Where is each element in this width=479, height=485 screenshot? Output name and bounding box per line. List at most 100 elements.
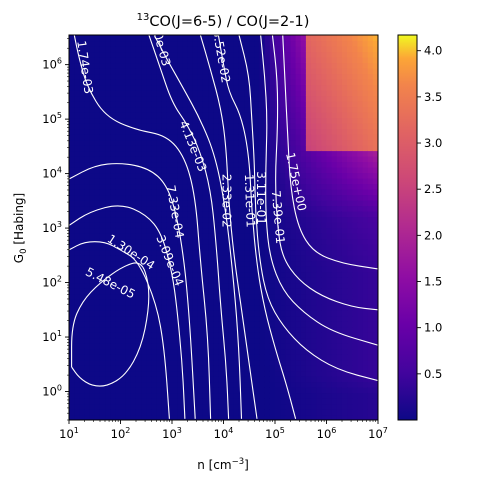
heatmap-cell <box>321 62 328 69</box>
heatmap-cell <box>347 216 353 223</box>
heatmap-cell <box>166 62 173 69</box>
heatmap-cell <box>341 387 348 394</box>
heatmap-cell <box>166 183 173 190</box>
heatmap-cell <box>372 106 378 113</box>
heatmap-cell <box>120 222 127 229</box>
heatmap-cell <box>331 238 338 245</box>
heatmap-cell <box>156 398 163 405</box>
heatmap-cell <box>264 101 271 108</box>
heatmap-cell <box>130 354 137 361</box>
heatmap-cell <box>156 123 163 130</box>
heatmap-cell <box>172 332 178 339</box>
heatmap-cell <box>79 321 86 328</box>
heatmap-cell <box>259 112 266 119</box>
heatmap-cell <box>105 398 111 405</box>
heatmap-cell <box>316 398 322 405</box>
heatmap-cell <box>357 189 364 196</box>
heatmap-cell <box>228 304 235 311</box>
heatmap-cell <box>316 365 322 372</box>
heatmap-cell <box>166 266 173 273</box>
heatmap-cell <box>197 277 204 284</box>
heatmap-cell <box>233 117 240 124</box>
heatmap-cell <box>347 343 353 350</box>
contour-label: 3.11e-01 <box>254 171 268 225</box>
heatmap-cell <box>79 403 86 410</box>
heatmap-cell <box>331 117 338 124</box>
y-label-post: [Habing] <box>12 193 26 249</box>
heatmap-cell <box>316 288 322 295</box>
heatmap-cell <box>326 101 333 108</box>
heatmap-cell <box>326 211 333 218</box>
heatmap-cell <box>280 304 286 311</box>
heatmap-cell <box>341 271 348 278</box>
heatmap-cell <box>192 128 199 135</box>
heatmap-cell <box>331 139 338 146</box>
heatmap-cell <box>305 310 312 317</box>
heatmap-cell <box>192 57 199 64</box>
heatmap-cell <box>254 398 261 405</box>
heatmap-cell <box>223 35 230 42</box>
heatmap-cell <box>249 414 255 420</box>
heatmap-cell <box>285 227 292 234</box>
heatmap-cell <box>218 211 225 218</box>
heatmap-cell <box>372 40 378 47</box>
heatmap-cell <box>197 57 204 64</box>
heatmap-cell <box>326 365 333 372</box>
heatmap-cell <box>300 227 307 234</box>
heatmap-cell <box>285 381 292 388</box>
heatmap-cell <box>202 288 209 295</box>
heatmap-cell <box>125 84 132 91</box>
heatmap-cell <box>79 244 86 251</box>
heatmap-cell <box>290 277 297 284</box>
heatmap-cell <box>228 40 235 47</box>
heatmap-cell <box>326 310 333 317</box>
heatmap-cell <box>275 409 281 416</box>
heatmap-cell <box>89 150 96 157</box>
heatmap-cell <box>336 354 343 361</box>
heatmap-cell <box>300 222 307 229</box>
heatmap-cell <box>156 46 163 53</box>
heatmap-cell <box>110 249 116 256</box>
heatmap-cell <box>254 216 261 223</box>
heatmap-cell <box>156 381 163 388</box>
heatmap-cell <box>311 40 317 47</box>
heatmap-cell <box>202 123 209 130</box>
heatmap-cell <box>280 387 286 394</box>
heatmap-cell <box>336 376 343 383</box>
heatmap-cell <box>228 216 235 223</box>
heatmap-cell <box>362 156 369 163</box>
heatmap-cell <box>218 95 225 102</box>
heatmap-cell <box>84 183 91 190</box>
heatmap-cell <box>305 95 312 102</box>
heatmap-cell <box>197 211 204 218</box>
heatmap-cell <box>177 211 183 218</box>
heatmap-cell <box>172 326 178 333</box>
heatmap-cell <box>94 194 101 201</box>
heatmap-cell <box>99 238 106 245</box>
heatmap-cell <box>264 189 271 196</box>
heatmap-cell <box>161 260 168 267</box>
heatmap-cell <box>115 348 122 355</box>
heatmap-cell <box>331 95 338 102</box>
heatmap-cell <box>141 205 147 212</box>
heatmap-cell <box>141 321 147 328</box>
heatmap-cell <box>213 332 219 339</box>
heatmap-cell <box>120 46 127 53</box>
heatmap-cell <box>105 293 111 300</box>
heatmap-cell <box>321 167 328 174</box>
heatmap-cell <box>233 112 240 119</box>
heatmap-cell <box>79 227 86 234</box>
heatmap-cell <box>151 68 158 75</box>
heatmap-cell <box>321 288 328 295</box>
heatmap-cell <box>156 222 163 229</box>
heatmap-cell <box>347 90 353 97</box>
heatmap-cell <box>341 57 348 64</box>
heatmap-cell <box>326 321 333 328</box>
heatmap-cell <box>192 266 199 273</box>
heatmap-cell <box>311 299 317 306</box>
heatmap-cell <box>233 403 240 410</box>
heatmap-cell <box>367 249 374 256</box>
heatmap-cell <box>280 216 286 223</box>
heatmap-cell <box>316 123 322 130</box>
heatmap-cell <box>99 354 106 361</box>
